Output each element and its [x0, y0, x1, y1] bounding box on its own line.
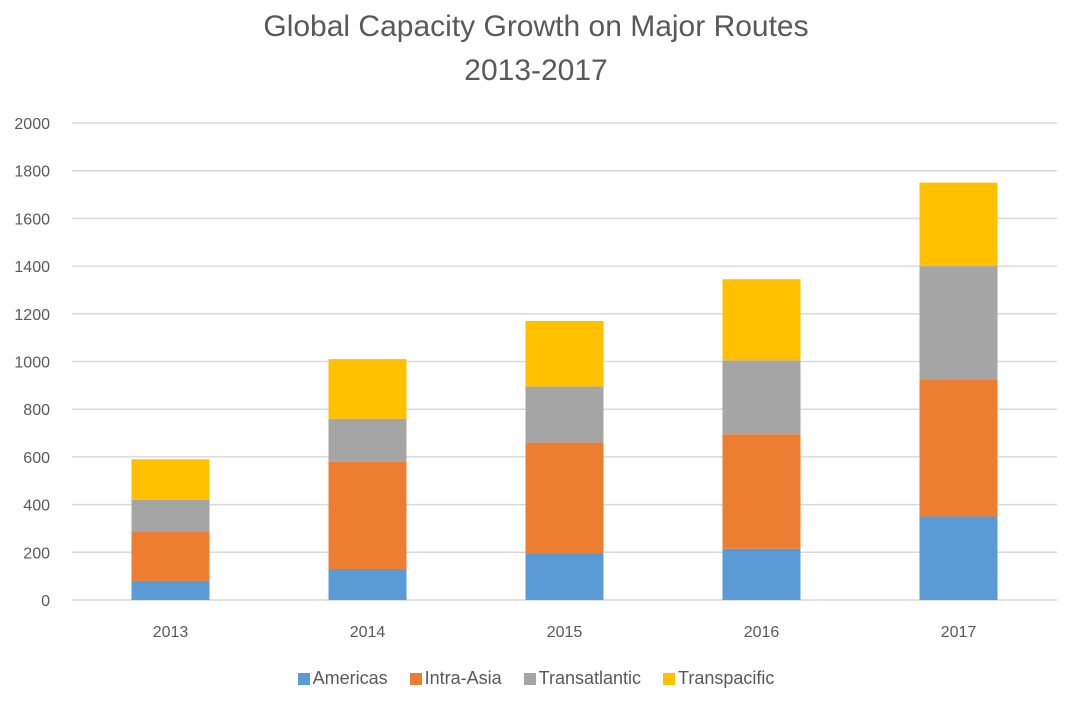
bar-transatlantic-2014 — [328, 418, 407, 462]
bar-transpacific-2014 — [328, 359, 407, 419]
y-tick-label: 1400 — [14, 259, 50, 276]
bar-intra-asia-2016 — [722, 434, 801, 549]
legend-label: Intra-Asia — [424, 668, 502, 688]
y-tick-label: 0 — [41, 593, 50, 610]
chart-title: Global Capacity Growth on Major Routes — [263, 10, 809, 43]
legend-item: Americas — [297, 668, 388, 689]
bar-intra-asia-2017 — [919, 379, 998, 517]
bar-americas-2013 — [131, 580, 210, 600]
y-tick-label: 200 — [23, 545, 50, 562]
x-tick-label: 2015 — [547, 624, 583, 641]
y-tick-label: 2000 — [14, 116, 50, 133]
legend-item: Transpacific — [663, 668, 774, 689]
chart-legend: Americas Intra-Asia Transatlantic Transpaci… — [0, 668, 1072, 689]
bar-transatlantic-2017 — [919, 266, 998, 380]
bar-americas-2015 — [525, 553, 604, 600]
bar-intra-asia-2013 — [131, 532, 210, 581]
bar-transpacific-2015 — [525, 320, 604, 387]
x-tick-label: 2014 — [350, 624, 386, 641]
legend-swatch — [523, 672, 536, 685]
legend-label: Americas — [312, 668, 388, 688]
bar-transpacific-2017 — [919, 182, 998, 267]
y-tick-label: 1800 — [14, 164, 50, 181]
legend-item: Transatlantic — [523, 668, 642, 689]
legend-swatch — [297, 672, 310, 685]
legend-swatch — [409, 672, 422, 685]
y-tick-label: 600 — [23, 450, 50, 467]
legend-item: Intra-Asia — [409, 668, 502, 689]
legend-label: Transatlantic — [538, 668, 642, 688]
bar-americas-2017 — [919, 516, 998, 600]
y-tick-label: 1000 — [14, 355, 50, 372]
bar-intra-asia-2014 — [328, 461, 407, 569]
bar-intra-asia-2015 — [525, 442, 604, 554]
chart-subtitle: 2013-2017 — [464, 54, 608, 87]
legend-swatch — [663, 672, 676, 685]
bar-americas-2016 — [722, 548, 801, 600]
bar-transatlantic-2013 — [131, 499, 210, 533]
bar-americas-2014 — [328, 568, 407, 600]
bar-transatlantic-2016 — [722, 360, 801, 435]
bar-transatlantic-2015 — [525, 386, 604, 443]
legend-label: Transpacific — [678, 668, 775, 688]
x-tick-label: 2013 — [153, 624, 189, 641]
x-tick-label: 2016 — [744, 624, 780, 641]
bar-transpacific-2016 — [722, 279, 801, 361]
x-tick-label: 2017 — [941, 624, 977, 641]
y-tick-label: 1200 — [14, 307, 50, 324]
y-tick-label: 800 — [23, 402, 50, 419]
y-tick-label: 1600 — [14, 211, 50, 228]
y-tick-label: 400 — [23, 498, 50, 515]
bar-transpacific-2013 — [131, 459, 210, 500]
